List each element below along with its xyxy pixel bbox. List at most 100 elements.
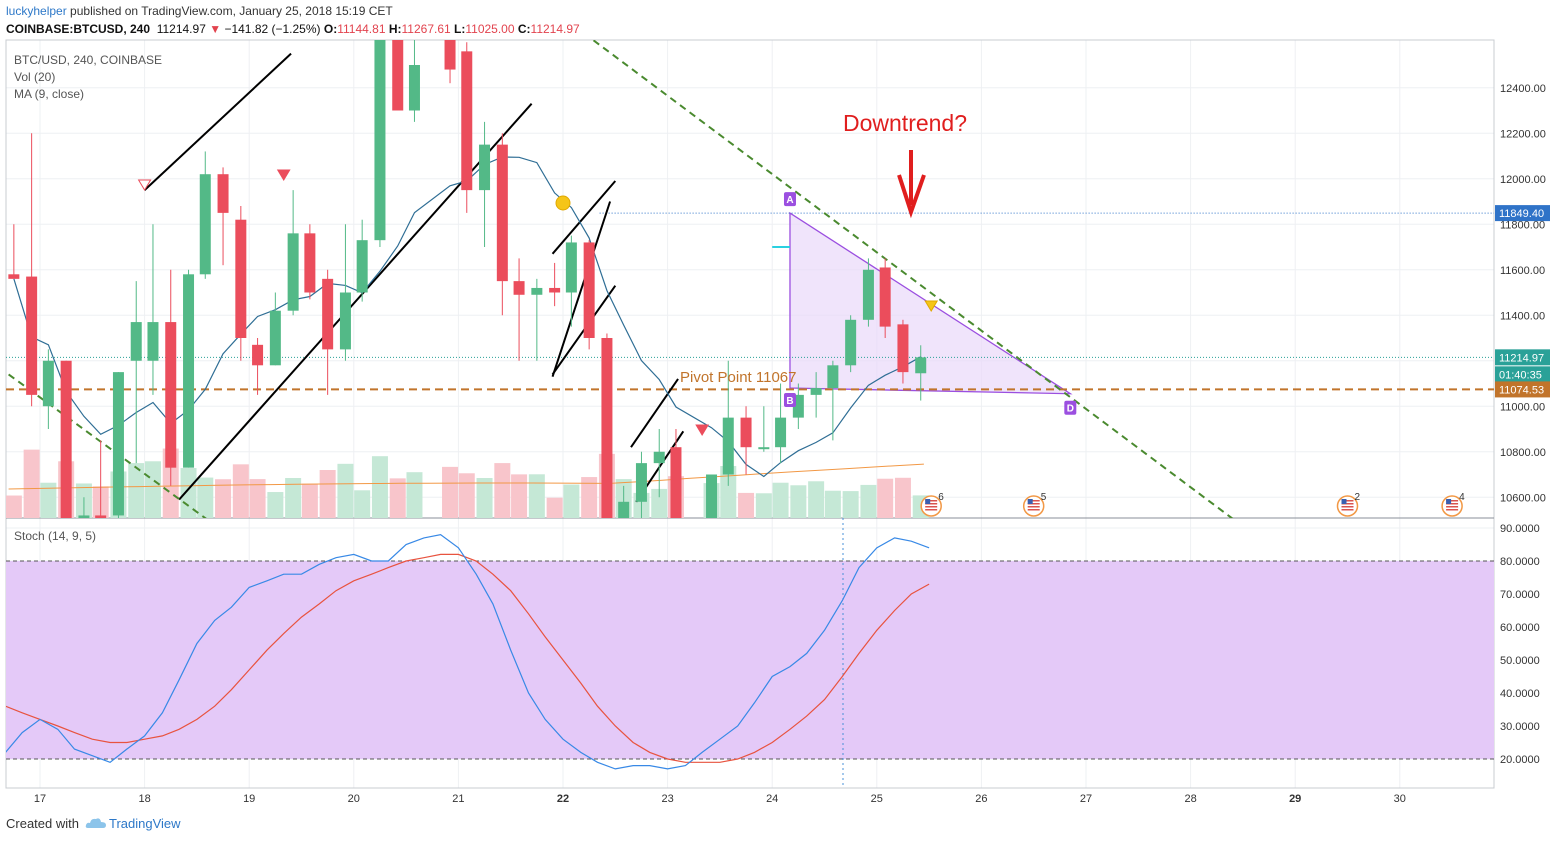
event-flag-icon[interactable]: 4 xyxy=(1441,492,1465,517)
volume-bar xyxy=(842,491,859,518)
candle[interactable] xyxy=(374,8,386,247)
volume-bar xyxy=(581,477,598,518)
candle[interactable] xyxy=(461,42,473,213)
candle[interactable] xyxy=(565,235,577,327)
flag-stripe xyxy=(1446,506,1459,508)
price-tick-label: 11800.00 xyxy=(1500,219,1545,231)
stoch-legend: Stoch (14, 9, 5) xyxy=(14,529,97,543)
candle-body xyxy=(810,388,822,395)
candle[interactable] xyxy=(775,383,787,464)
candle[interactable] xyxy=(112,372,124,531)
candle[interactable] xyxy=(862,258,874,327)
flag-stripe xyxy=(925,503,938,505)
candle[interactable] xyxy=(758,406,770,452)
volume-bar xyxy=(528,474,545,518)
candle-body xyxy=(792,394,804,418)
candle[interactable] xyxy=(722,360,734,486)
candle[interactable] xyxy=(269,292,281,366)
author-link[interactable]: luckyhelper xyxy=(6,4,67,18)
candle[interactable] xyxy=(147,224,159,395)
candle[interactable] xyxy=(583,240,595,350)
candle[interactable] xyxy=(792,383,804,430)
candle[interactable] xyxy=(408,8,420,122)
candle-body xyxy=(112,372,124,516)
last-price: 11214.97 xyxy=(156,22,206,36)
candle[interactable] xyxy=(513,258,525,361)
candle[interactable] xyxy=(653,429,665,498)
candle[interactable] xyxy=(322,269,334,395)
candle-body xyxy=(915,357,927,374)
candle[interactable] xyxy=(879,258,891,338)
descending-trend-line[interactable] xyxy=(584,33,1295,565)
candle[interactable] xyxy=(827,360,839,441)
candle[interactable] xyxy=(8,224,20,279)
candle[interactable] xyxy=(549,262,561,307)
candle[interactable] xyxy=(42,349,54,429)
candle[interactable] xyxy=(165,269,177,486)
countdown-tag: 01:40:35 xyxy=(1495,366,1550,383)
candle[interactable] xyxy=(60,360,72,532)
candle[interactable] xyxy=(217,167,229,266)
price-pane[interactable]: A B D 6 5 2 4 xyxy=(6,0,1494,566)
candle[interactable] xyxy=(304,224,316,300)
trend-line xyxy=(551,180,617,255)
point-a-badge[interactable]: A xyxy=(783,192,796,207)
candle[interactable] xyxy=(740,406,752,475)
date-tick-label: 29 xyxy=(1289,793,1301,805)
candle[interactable] xyxy=(618,485,630,543)
event-flag-icon[interactable]: 6 xyxy=(920,492,944,517)
candle[interactable] xyxy=(531,278,543,361)
alert-marker xyxy=(924,300,939,312)
trend-lines[interactable] xyxy=(143,52,685,503)
candle-body xyxy=(461,51,473,191)
stoch-band xyxy=(6,561,1494,759)
stoch-tick-label: 40.0000 xyxy=(1500,688,1540,700)
event-count: 5 xyxy=(1041,492,1047,503)
candle-body xyxy=(670,447,682,518)
candle[interactable] xyxy=(95,440,107,542)
event-flag-icon[interactable]: 2 xyxy=(1336,492,1361,517)
volume-bar xyxy=(494,463,511,518)
candle[interactable] xyxy=(601,333,613,542)
candle[interactable] xyxy=(252,338,264,395)
flag-stripe xyxy=(1341,503,1354,505)
ohlc-legend: COINBASE:BTCUSD, 240 11214.97 ▼ −141.82 … xyxy=(6,22,580,36)
candle[interactable] xyxy=(356,219,368,302)
candle[interactable] xyxy=(845,315,857,373)
flag-stripe xyxy=(1027,506,1040,508)
candle[interactable] xyxy=(706,474,718,532)
candle[interactable] xyxy=(479,121,491,247)
last-price-tag-bg xyxy=(1495,349,1550,366)
candle[interactable] xyxy=(287,190,299,316)
stoch-tick-label: 80.0000 xyxy=(1500,556,1540,568)
candle[interactable] xyxy=(78,497,90,531)
candle[interactable] xyxy=(392,8,404,111)
candle[interactable] xyxy=(897,319,909,384)
candle[interactable] xyxy=(339,224,351,361)
stoch-tick-label: 30.0000 xyxy=(1500,721,1540,733)
candle-body xyxy=(706,474,718,518)
candle[interactable] xyxy=(915,345,927,401)
candle-body xyxy=(165,322,177,468)
candle[interactable] xyxy=(183,269,195,468)
created-with-text: Created with xyxy=(6,816,79,831)
candle[interactable] xyxy=(444,0,456,84)
candle[interactable] xyxy=(635,451,647,520)
footer: Created with TradingView xyxy=(6,816,181,831)
candle-body xyxy=(130,322,142,361)
candle[interactable] xyxy=(235,206,247,361)
candle-body xyxy=(199,174,211,275)
point-b-badge[interactable]: B xyxy=(783,393,796,408)
candle[interactable] xyxy=(810,372,822,418)
candle[interactable] xyxy=(199,151,211,279)
candle[interactable] xyxy=(130,281,142,464)
stoch-pane[interactable] xyxy=(6,518,1495,788)
candle[interactable] xyxy=(496,133,508,316)
point-d-badge[interactable]: D xyxy=(1064,400,1077,415)
candle-body xyxy=(827,365,839,389)
tradingview-brand-link[interactable]: TradingView xyxy=(108,816,181,831)
candle[interactable] xyxy=(26,133,38,407)
event-flag-icon[interactable]: 5 xyxy=(1022,492,1047,517)
candle[interactable] xyxy=(670,429,682,543)
